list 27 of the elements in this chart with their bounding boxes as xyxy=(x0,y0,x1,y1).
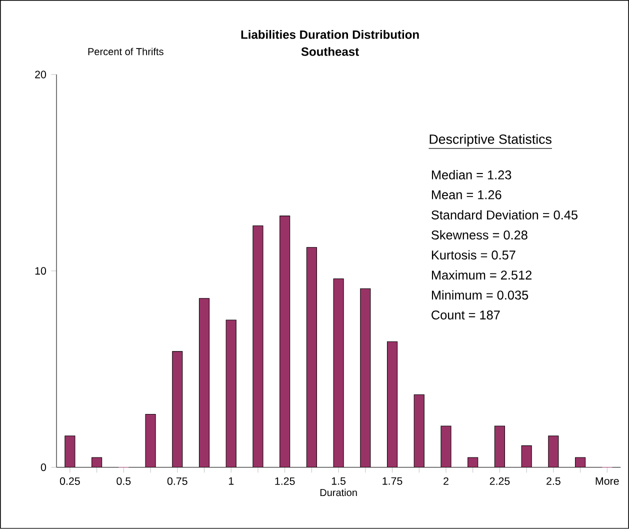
x-tick-label: 0.5 xyxy=(116,477,131,486)
x-tick-label: 1 xyxy=(228,477,234,485)
annotation: Minimum = 0.035 xyxy=(432,290,528,300)
x-axis-title: Duration xyxy=(320,488,357,496)
y-tick-label: 0 xyxy=(40,464,46,472)
x-tick-label: 2.5 xyxy=(546,477,560,486)
annotation: Maximum = 2.512 xyxy=(432,270,532,280)
x-tick-label: 1.25 xyxy=(275,477,295,486)
x-tick-label: 0.75 xyxy=(167,477,188,486)
y-tick-label: 10 xyxy=(35,267,46,275)
y-axis-title: Percent of Thrifts xyxy=(88,48,164,56)
x-tick-label: 0.25 xyxy=(60,477,80,486)
x-tick-label: 1.75 xyxy=(382,477,402,485)
annotation: Skewness = 0.28 xyxy=(432,230,528,240)
annotation: Count = 187 xyxy=(432,310,500,320)
y-tick-label: 20 xyxy=(35,70,46,78)
annotation: Standard Deviation = 0.45 xyxy=(432,210,578,220)
x-tick-label: More xyxy=(596,477,619,485)
annotation: Descriptive Statistics xyxy=(430,134,552,147)
chart-subtitle: Southeast xyxy=(301,47,359,56)
annotation: Kurtosis = 0.57 xyxy=(432,250,516,260)
x-tick-label: 2 xyxy=(444,477,448,485)
annotation: Mean = 1.26 xyxy=(432,190,502,200)
x-tick-label: 2.25 xyxy=(490,477,510,486)
annotation: Median = 1.23 xyxy=(432,170,512,180)
chart-title: Liabilities Duration Distribution xyxy=(241,30,419,39)
x-tick-label: 1.5 xyxy=(332,477,346,485)
